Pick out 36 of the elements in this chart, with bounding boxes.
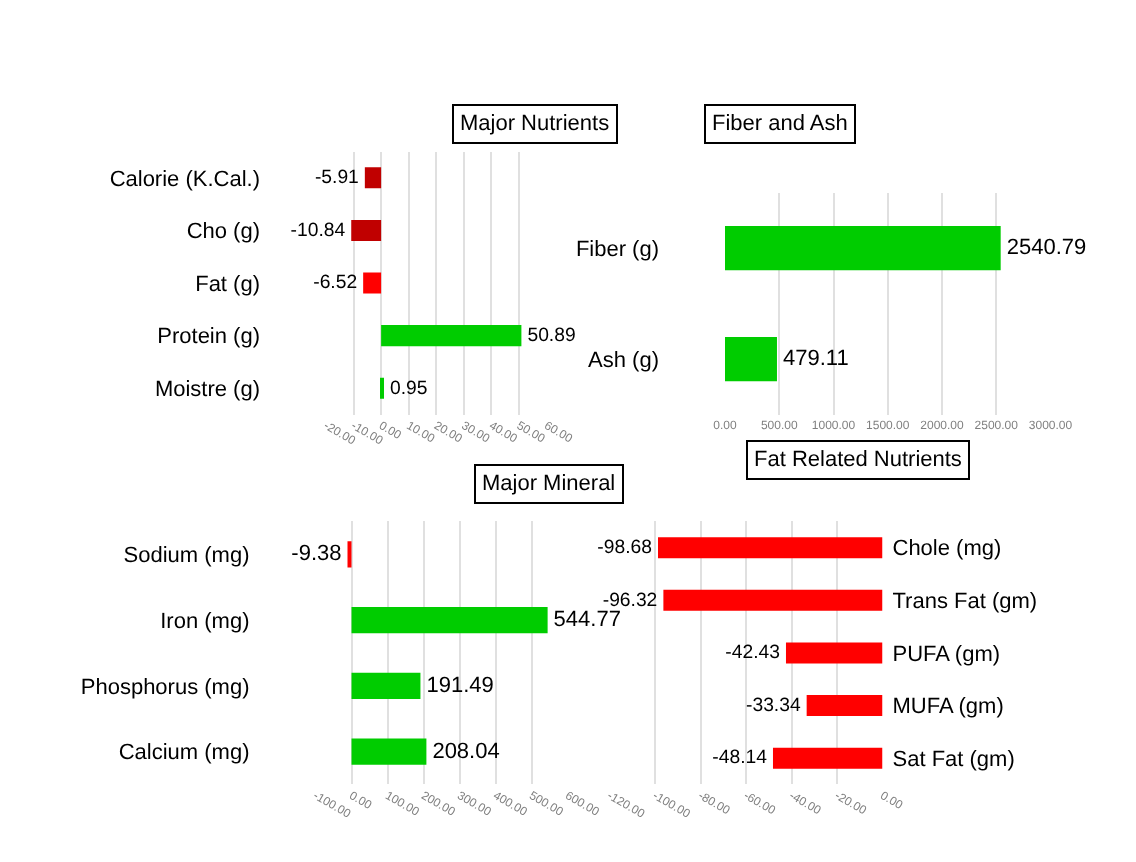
data-label: -98.68: [597, 536, 652, 559]
y-tick-label: MUFA (gm): [892, 695, 1004, 720]
y-tick-label: Cho (g): [186, 220, 260, 245]
data-label: -96.32: [602, 589, 658, 612]
chart-title: Fat Related Nutrients: [754, 448, 963, 472]
data-label: 479.11: [782, 347, 849, 372]
chart-title: Fiber and Ash: [712, 112, 848, 136]
data-label: -42.43: [725, 642, 780, 665]
y-tick-label: Ash (g): [588, 348, 659, 373]
y-tick-label: Sat Fat (gm): [892, 747, 1015, 772]
data-label: 191.49: [426, 673, 494, 698]
data-label: 0.95: [390, 377, 428, 400]
y-tick-label: Trans Fat (gm): [892, 590, 1038, 615]
y-tick-label: Phosphorus (mg): [80, 675, 250, 700]
chart-title: Major Nutrients: [460, 112, 611, 136]
y-tick-label: Calorie (K.Cal.): [109, 167, 260, 192]
y-tick-label: Chole (mg): [892, 537, 1002, 562]
chart-title: Major Mineral: [482, 472, 616, 496]
data-label: 544.77: [553, 608, 621, 633]
y-tick-label: Calcium (mg): [118, 741, 250, 766]
data-label: -48.14: [712, 747, 769, 770]
data-label: -6.52: [313, 272, 358, 295]
y-tick-label: PUFA (gm): [892, 642, 1001, 667]
data-label: -33.34: [746, 694, 802, 717]
data-label: -10.84: [290, 219, 347, 242]
data-label: 2540.79: [1006, 236, 1087, 261]
data-label: -5.91: [314, 167, 359, 190]
y-tick-label: Moistre (g): [154, 377, 260, 402]
data-label: 208.04: [432, 739, 500, 764]
y-tick-label: Fat (g): [195, 272, 260, 297]
y-tick-label: Fiber (g): [575, 237, 659, 262]
y-tick-label: Sodium (mg): [123, 544, 250, 568]
data-label: 50.89: [527, 324, 576, 347]
data-label: -9.38: [291, 542, 342, 567]
y-tick-label: Protein (g): [157, 325, 260, 350]
y-tick-label: Iron (mg): [160, 609, 250, 634]
